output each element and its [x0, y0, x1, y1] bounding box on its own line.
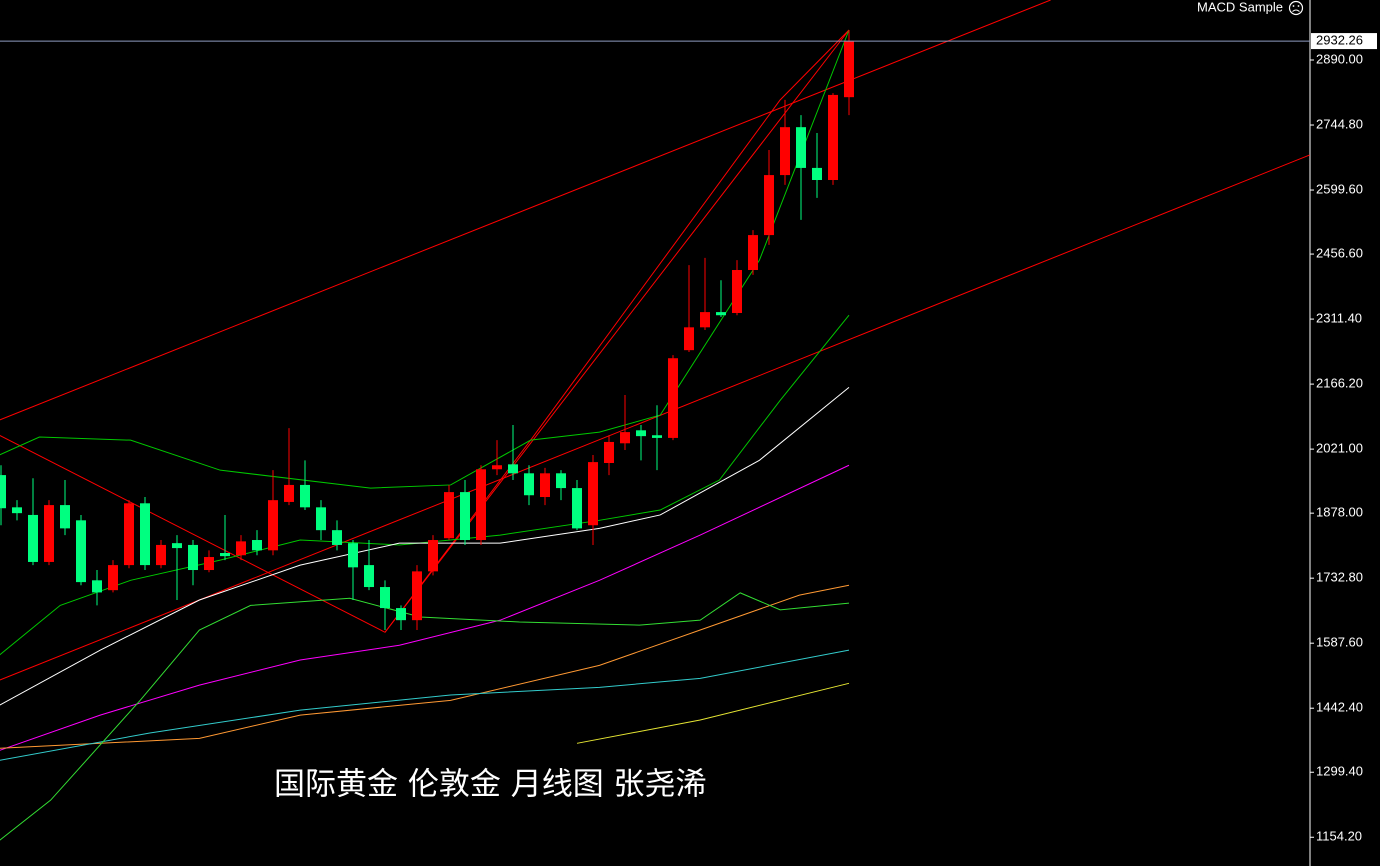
candle-body: [284, 484, 294, 502]
candle-layer: [0, 30, 854, 631]
overlay-line: [0, 29, 850, 489]
candle-body: [44, 505, 54, 562]
candle-body: [476, 469, 486, 541]
y-tick-label: 2599.60: [1316, 181, 1363, 196]
candle-body: [396, 608, 406, 621]
overlay-line: [0, 154, 1310, 681]
overlay-line: [0, 386, 850, 706]
candle-body: [364, 565, 374, 588]
overlay-line: [576, 682, 850, 744]
candle-body: [300, 484, 310, 508]
candle-body: [620, 432, 630, 444]
y-tick-label: 1732.80: [1316, 570, 1363, 585]
candle-body: [236, 541, 246, 556]
overlay-line: [0, 0, 1051, 421]
candle-body: [492, 465, 502, 470]
y-tick-label: 2890.00: [1316, 51, 1363, 66]
candle-body: [172, 543, 182, 549]
candle-body: [796, 127, 806, 168]
y-tick-label: 1154.20: [1316, 829, 1362, 844]
overlay-line: [0, 649, 850, 761]
current-price-label: 2932.26: [1316, 33, 1363, 48]
candle-body: [748, 235, 758, 271]
candle-body: [0, 475, 6, 509]
candle-body: [12, 507, 22, 514]
y-tick-label: 2311.40: [1316, 311, 1362, 326]
candle-body: [828, 94, 838, 181]
y-tick-label: 1299.40: [1316, 764, 1363, 779]
candle-body: [332, 530, 342, 545]
candle-body: [156, 544, 166, 566]
candle-body: [380, 587, 390, 609]
candle-body: [220, 553, 230, 557]
candle-body: [700, 312, 710, 328]
candle-body: [428, 540, 438, 572]
candle-body: [812, 167, 822, 181]
candle-body: [572, 488, 582, 529]
candle-body: [124, 503, 134, 566]
y-tick-label: 2166.20: [1316, 376, 1363, 391]
candle-body: [844, 41, 854, 98]
candle-body: [348, 543, 358, 568]
overlay-line: [0, 584, 850, 749]
candle-body: [716, 312, 726, 316]
candle-body: [188, 544, 198, 571]
candle-body: [28, 514, 38, 562]
overlay-line: [0, 314, 850, 656]
candle-body: [60, 505, 70, 529]
candle-body: [252, 540, 262, 551]
candle-body: [556, 473, 566, 489]
candle-body: [204, 557, 214, 571]
y-tick-label: 1442.40: [1316, 700, 1363, 715]
candle-body: [540, 473, 550, 498]
indicator-label: MACD Sample: [1197, 0, 1283, 14]
y-tick-label: 2021.00: [1316, 441, 1363, 456]
candle-body: [764, 175, 774, 236]
candle-body: [780, 127, 790, 176]
candle-body: [412, 571, 422, 621]
axis-layer: 2890.00 2744.80 2599.60 2456.60 2311.40 2166.…: [0, 33, 1377, 844]
y-tick-label: 1878.00: [1316, 505, 1363, 520]
y-tick-label: 2456.60: [1316, 246, 1363, 261]
candle-body: [588, 462, 598, 526]
candle-body: [652, 435, 662, 438]
candle-body: [508, 464, 518, 474]
chart-title: 国际黄金 伦敦金 月线图 张尧浠: [274, 767, 707, 803]
candle-body: [76, 520, 86, 583]
indicator-icon: [1288, 0, 1304, 16]
candle-body: [268, 500, 278, 551]
candle-body: [636, 430, 646, 437]
candle-body: [444, 492, 454, 539]
y-tick-label: 1587.60: [1316, 635, 1363, 650]
candle-body: [460, 492, 470, 541]
candle-body: [108, 565, 118, 591]
candle-body: [140, 503, 150, 566]
candle-body: [668, 358, 678, 438]
candle-body: [684, 327, 694, 351]
y-tick-label: 2744.80: [1316, 116, 1363, 131]
candle-body: [92, 580, 102, 593]
candle-body: [604, 441, 614, 464]
current-price-box: [1311, 33, 1377, 50]
candle-body: [316, 507, 326, 531]
candle-body: [732, 270, 742, 313]
candle-body: [524, 473, 534, 496]
overlay-line: [384, 29, 850, 633]
overlay-line: [0, 464, 850, 751]
